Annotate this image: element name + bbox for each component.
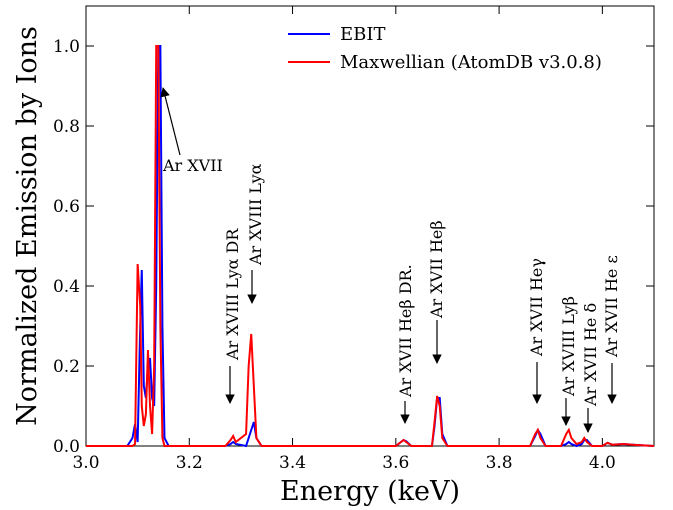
y-tick-label: 0.4 <box>53 277 80 297</box>
y-tick-label: 0.6 <box>53 197 80 217</box>
annotation: Ar XVII Heβ <box>427 220 446 319</box>
annotation: Ar XVII <box>162 156 223 175</box>
y-axis-label: Normalized Emission by Ions <box>12 26 43 426</box>
annotation: Ar XVIII Lyα <box>246 163 265 266</box>
y-tick-label: 0.0 <box>53 437 80 457</box>
x-tick-label: 3.4 <box>279 453 306 473</box>
annotation: Ar XVII Heβ DR. <box>396 264 415 398</box>
x-tick-label: 3.2 <box>176 453 203 473</box>
y-tick-label: 0.8 <box>53 117 80 137</box>
annotation: Ar XVII He ε <box>602 255 621 358</box>
annotation: Ar XVIII Lyα DR <box>223 228 242 361</box>
x-tick-label: 3.6 <box>382 453 409 473</box>
annotation: Ar XVIII Lyβ <box>559 296 578 397</box>
x-axis-label: Energy (keV) <box>280 476 460 507</box>
x-tick-label: 4.0 <box>589 453 616 473</box>
x-tick-label: 3.0 <box>72 453 99 473</box>
spectrum-line <box>86 45 655 447</box>
y-tick-label: 0.2 <box>53 357 80 377</box>
annotation-arrow <box>160 87 181 156</box>
annotation: Ar XVII He δ <box>581 303 600 407</box>
y-tick-label: 1.0 <box>53 37 80 57</box>
legend-label: Maxwellian (AtomDB v3.0.8) <box>340 52 602 73</box>
x-tick-label: 3.8 <box>486 453 513 473</box>
legend-label: EBIT <box>340 24 385 45</box>
annotation: Ar XVII Heγ <box>527 258 546 357</box>
